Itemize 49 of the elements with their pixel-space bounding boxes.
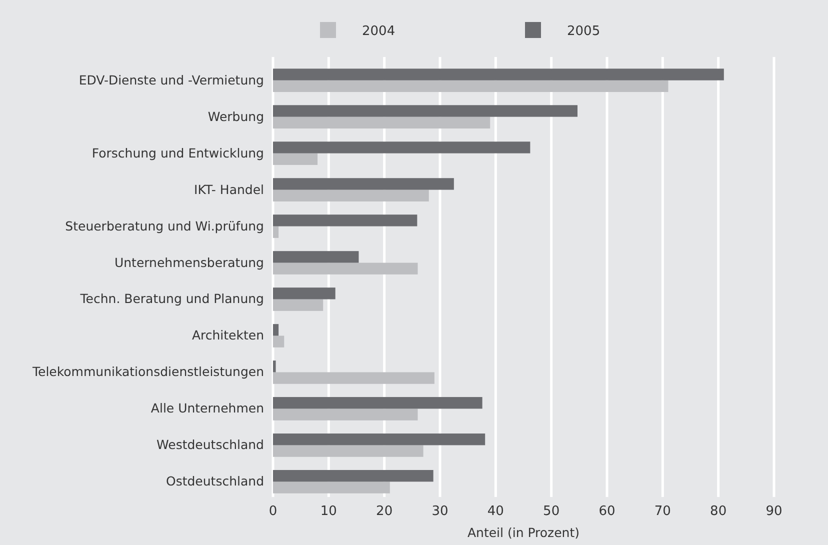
x-tick-label: 0 [268, 504, 278, 519]
bar [273, 482, 390, 494]
bar [273, 190, 429, 202]
legend-label: 2005 [567, 24, 600, 39]
bar [273, 360, 276, 372]
bar [273, 397, 482, 409]
y-tick-label: Telekommunikationsdienstleistungen [32, 364, 264, 380]
bar [273, 336, 284, 348]
bar [273, 68, 724, 80]
y-tick-label: IKT- Handel [194, 182, 264, 197]
bar [273, 288, 336, 300]
bar [273, 116, 490, 128]
bar [273, 262, 418, 274]
x-axis-title: Anteil (in Prozent) [467, 525, 580, 540]
x-tick-label: 10 [320, 504, 337, 519]
bar [273, 226, 279, 238]
x-tick-label: 80 [710, 504, 727, 519]
y-tick-label: Architekten [192, 328, 264, 343]
bar [273, 445, 424, 457]
bar [273, 214, 418, 226]
bar [273, 142, 530, 154]
bar [273, 299, 324, 311]
x-tick-label: 60 [598, 504, 616, 519]
bar [273, 408, 418, 420]
y-tick-label: Forschung und Entwicklung [92, 145, 264, 160]
x-tick-label: 90 [766, 504, 782, 519]
bar [273, 251, 359, 263]
bar [273, 372, 434, 384]
y-tick-label: Alle Unternehmen [150, 400, 264, 416]
bar [273, 178, 454, 190]
x-tick-label: 40 [487, 504, 504, 519]
bar [273, 324, 279, 336]
y-tick-label: EDV-Dienste und -Vermietung [78, 72, 264, 88]
x-tick-label: 70 [654, 504, 671, 519]
bar [273, 434, 486, 446]
y-tick-label: Steuerberatung und Wi.prüfung [65, 218, 264, 234]
x-tick-label: 20 [376, 504, 393, 519]
y-tick-label: Werbung [208, 108, 264, 124]
bar [273, 105, 578, 117]
bar [273, 80, 668, 92]
x-tick-label: 50 [543, 504, 560, 519]
y-tick-label: Westdeutschland [156, 437, 264, 452]
bar [273, 470, 434, 482]
bar [273, 153, 318, 165]
y-tick-label: Techn. Beratung und Planung [79, 291, 264, 306]
y-tick-label: Unternehmensberatung [114, 254, 264, 270]
legend-label: 2004 [362, 24, 396, 39]
y-tick-label: Ostdeutschland [166, 474, 264, 489]
x-tick-label: 30 [432, 504, 448, 519]
